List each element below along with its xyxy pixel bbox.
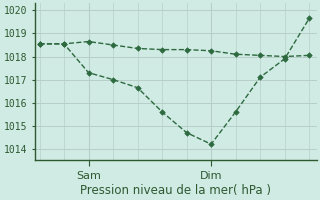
- X-axis label: Pression niveau de la mer( hPa ): Pression niveau de la mer( hPa ): [80, 184, 271, 197]
